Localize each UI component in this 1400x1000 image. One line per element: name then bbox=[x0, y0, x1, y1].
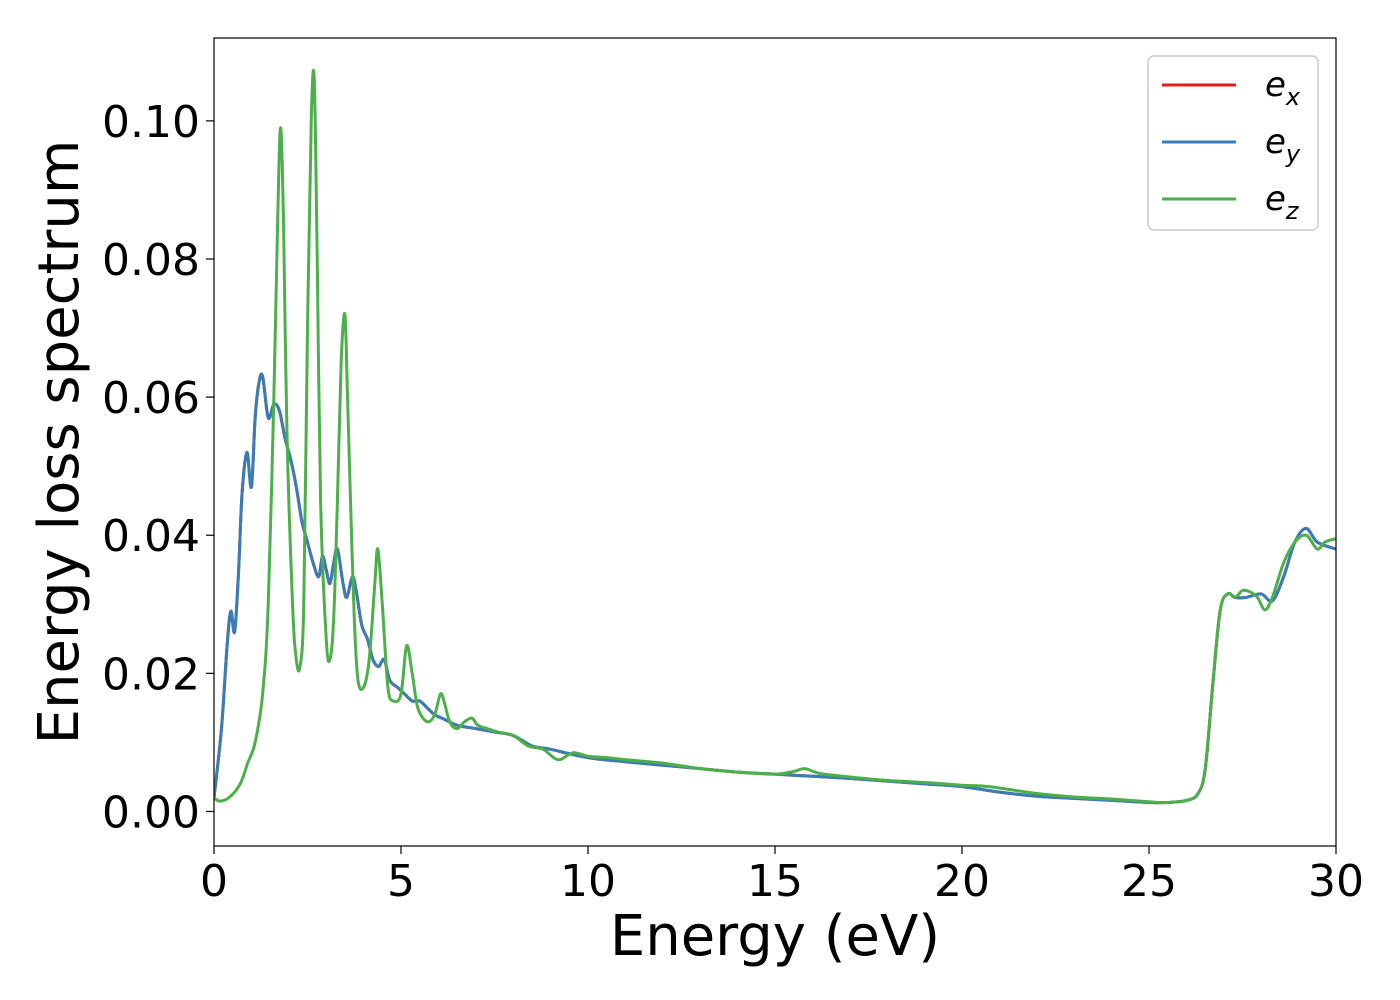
y-tick-label: 0.10 bbox=[102, 97, 200, 148]
series-line-z bbox=[214, 68, 1336, 805]
x-axis-label: Energy (eV) bbox=[610, 904, 940, 969]
y-axis-ticks: 0.00 0.02 0.04 0.06 0.08 0.10 bbox=[102, 97, 214, 838]
x-tick-label: 5 bbox=[387, 856, 415, 907]
y-tick-label: 0.02 bbox=[102, 649, 200, 700]
legend-label-subscript: y bbox=[1285, 140, 1301, 168]
legend-label-x: ex bbox=[1265, 65, 1301, 111]
y-axis-label: Energy loss spectrum bbox=[27, 140, 92, 745]
legend-label-y: ey bbox=[1265, 122, 1301, 168]
y-tick-label: 0.04 bbox=[102, 511, 200, 562]
x-axis-ticks: 0 5 10 15 20 25 30 bbox=[200, 846, 1364, 907]
series-layer bbox=[214, 68, 1336, 805]
legend-label-base: e bbox=[1265, 122, 1286, 162]
y-tick-label: 0.06 bbox=[102, 373, 200, 424]
x-tick-label: 0 bbox=[200, 856, 228, 907]
legend-label-base: e bbox=[1265, 179, 1286, 219]
x-tick-label: 15 bbox=[747, 856, 803, 907]
legend-label-base: e bbox=[1265, 65, 1286, 105]
legend-label-subscript: z bbox=[1285, 197, 1300, 225]
x-tick-label: 25 bbox=[1121, 856, 1177, 907]
x-tick-label: 20 bbox=[934, 856, 990, 907]
x-tick-label: 30 bbox=[1308, 856, 1364, 907]
y-tick-label: 0.08 bbox=[102, 235, 200, 286]
legend-label-subscript: x bbox=[1285, 83, 1301, 111]
legend-label-z: ez bbox=[1265, 179, 1300, 225]
x-tick-label: 10 bbox=[560, 856, 616, 907]
y-tick-label: 0.00 bbox=[102, 787, 200, 838]
